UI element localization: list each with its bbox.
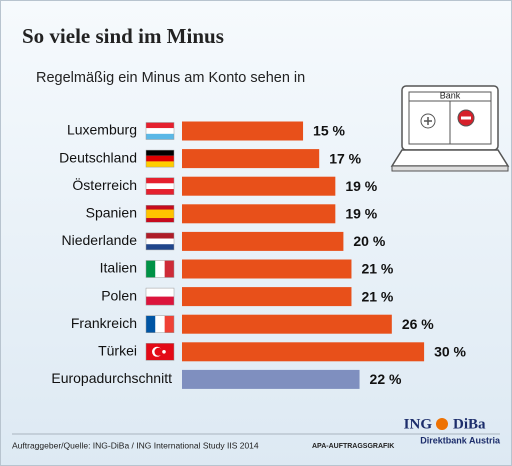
category-label: Europadurchschnitt	[51, 370, 172, 386]
flag-border	[145, 315, 175, 333]
bar	[182, 121, 304, 141]
flag-stripe	[146, 161, 174, 168]
flag-border	[145, 177, 175, 195]
flag	[145, 315, 175, 333]
flag-stripe	[146, 155, 174, 162]
flag	[145, 149, 175, 168]
flag-stripe	[146, 260, 156, 278]
value-label: 21 %	[361, 261, 393, 277]
flag-border	[145, 205, 175, 223]
value-label: 19 %	[345, 178, 377, 194]
flag-border	[145, 232, 175, 251]
value-label: 26 %	[402, 316, 434, 332]
bar	[182, 314, 392, 334]
value-label: 21 %	[361, 288, 393, 304]
bar	[182, 287, 352, 307]
flag-stripe	[146, 183, 174, 190]
flag-border	[145, 343, 175, 361]
flag-stripe	[146, 315, 156, 333]
flag-border	[145, 287, 175, 306]
flag-stripe	[146, 150, 174, 156]
flag-stripe	[146, 177, 174, 184]
bar	[182, 342, 425, 362]
flag	[145, 260, 175, 278]
icon-label: Bank	[440, 90, 461, 100]
category-label: Polen	[101, 287, 137, 303]
value-label: 19 %	[345, 206, 377, 222]
bar	[182, 259, 352, 279]
logo-2: DiBa	[453, 416, 486, 432]
flag-stripe	[146, 238, 174, 245]
subtitle: Regelmäßig ein Minus am Konto sehen in	[36, 70, 305, 86]
logo-sub: Direktbank Austria	[420, 435, 501, 445]
flag-border	[145, 260, 175, 278]
flag-star	[162, 350, 166, 354]
value-label: 30 %	[434, 344, 466, 360]
flag-stripe	[164, 260, 174, 278]
laptop-icon	[390, 85, 510, 172]
flag-stripe	[146, 288, 174, 297]
bar	[182, 204, 336, 224]
flag-stripe	[146, 189, 174, 195]
flag-stripe	[146, 209, 174, 219]
logo-lion	[436, 418, 448, 430]
flag	[145, 122, 175, 140]
value-label: 22 %	[370, 371, 402, 387]
logo: ING	[404, 416, 433, 432]
bar	[182, 176, 336, 196]
flag-stripe	[155, 315, 165, 333]
chart-title: So viele sind im Minus	[22, 24, 224, 48]
value-label: 20 %	[353, 233, 385, 249]
credit: APA-AUFTRAGSGRAFIK	[312, 443, 394, 450]
flag	[145, 232, 175, 251]
bar	[182, 231, 344, 251]
category-label: Österreich	[72, 176, 137, 193]
flag-stripe	[146, 133, 174, 140]
category-label: Spanien	[86, 205, 137, 221]
flag-stripe	[146, 232, 174, 239]
flag-stripe	[155, 260, 165, 278]
flag	[145, 177, 175, 195]
flag-crescent	[154, 347, 163, 356]
bar	[182, 369, 360, 389]
flag-border	[145, 122, 175, 140]
category-label: Frankreich	[71, 315, 137, 331]
value-label: 15 %	[313, 123, 345, 139]
flag	[145, 343, 175, 361]
flag-stripe	[146, 296, 174, 306]
flag-stripe	[146, 128, 174, 134]
flag	[145, 205, 175, 223]
source: Auftraggeber/Quelle: ING-DiBa / ING Inte…	[12, 440, 259, 450]
value-label: 17 %	[329, 150, 361, 166]
flag-stripe	[164, 315, 174, 333]
bar	[182, 149, 320, 169]
category-label: Italien	[100, 260, 137, 276]
flag-border	[145, 149, 175, 168]
flag-stripe	[146, 122, 174, 129]
flag-stripe	[146, 244, 174, 250]
category-label: Luxemburg	[67, 122, 137, 138]
flag	[145, 287, 175, 306]
category-label: Deutschland	[59, 149, 137, 165]
category-label: Türkei	[98, 343, 137, 359]
category-label: Niederlande	[62, 232, 138, 248]
